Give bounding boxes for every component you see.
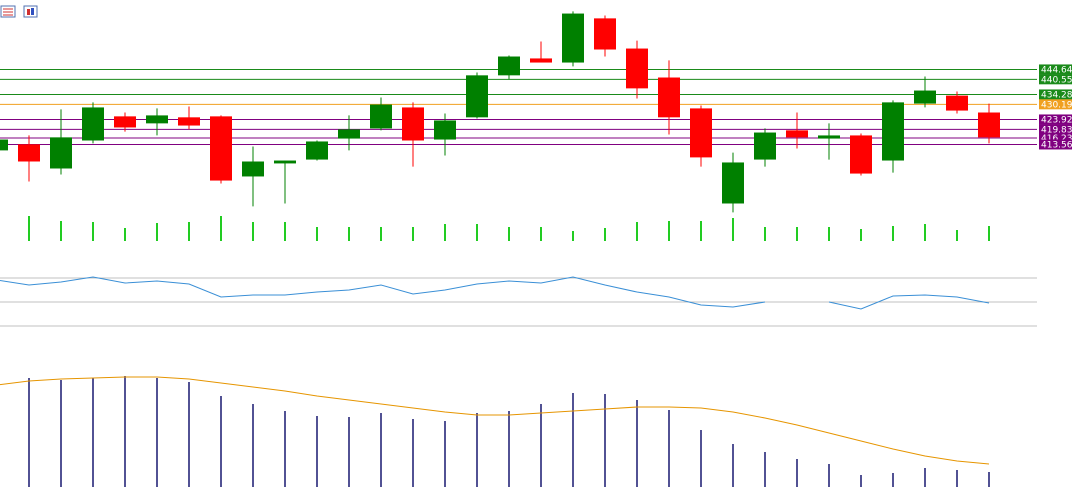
candle-body: [114, 116, 136, 128]
level-label-box: [1039, 64, 1072, 75]
candle-body: [626, 48, 648, 89]
level-label-box: [1039, 74, 1072, 85]
candle-body: [18, 144, 40, 162]
level-label-box: [1039, 133, 1072, 144]
level-label: 423.92: [1041, 115, 1073, 125]
candle-body: [402, 107, 424, 141]
candle-body: [210, 116, 232, 181]
candle-body: [178, 117, 200, 126]
oscillator-line: [0, 276, 990, 310]
candle-body: [0, 139, 8, 151]
candle-body: [658, 77, 680, 118]
candle-body: [466, 75, 488, 118]
level-label-box: [1039, 99, 1072, 110]
level-label: 430.19: [1041, 100, 1073, 110]
candle-body: [82, 107, 104, 141]
candle-body: [498, 56, 520, 76]
level-label-box: [1039, 114, 1072, 125]
candle-body: [370, 104, 392, 129]
level-label: 413.56: [1041, 140, 1073, 150]
toolbar-icons: [0, 5, 38, 18]
level-label-box: [1039, 89, 1072, 100]
candle-body: [146, 115, 168, 124]
candle-body: [786, 130, 808, 138]
candle-body: [946, 95, 968, 111]
level-label: 444.64: [1041, 65, 1073, 75]
candle-body: [562, 13, 584, 63]
candle-body: [530, 58, 552, 63]
signal-line: [0, 376, 990, 465]
icon-bar: [27, 9, 30, 15]
candle-body: [850, 135, 872, 174]
candle-body: [434, 120, 456, 140]
level-label: 419.83: [1041, 125, 1073, 135]
candle-body: [594, 18, 616, 50]
candle-body: [242, 161, 264, 177]
level-label: 416.23: [1041, 134, 1073, 144]
candle-body: [978, 112, 1000, 138]
candle-body: [722, 162, 744, 204]
candle-body: [818, 135, 840, 139]
level-label-box: [1039, 139, 1072, 150]
candle-body: [338, 129, 360, 139]
level-label-box: [1039, 124, 1072, 135]
candle-body: [914, 90, 936, 104]
candle-body: [754, 132, 776, 160]
icon-bar: [31, 8, 34, 15]
icon: [23, 5, 38, 18]
candle-body: [50, 137, 72, 169]
level-label: 440.55: [1041, 75, 1073, 85]
candle-body: [882, 102, 904, 161]
candle-body: [690, 108, 712, 158]
level-label: 434.28: [1041, 90, 1073, 100]
candle-body: [306, 141, 328, 160]
candle-body: [274, 160, 296, 164]
